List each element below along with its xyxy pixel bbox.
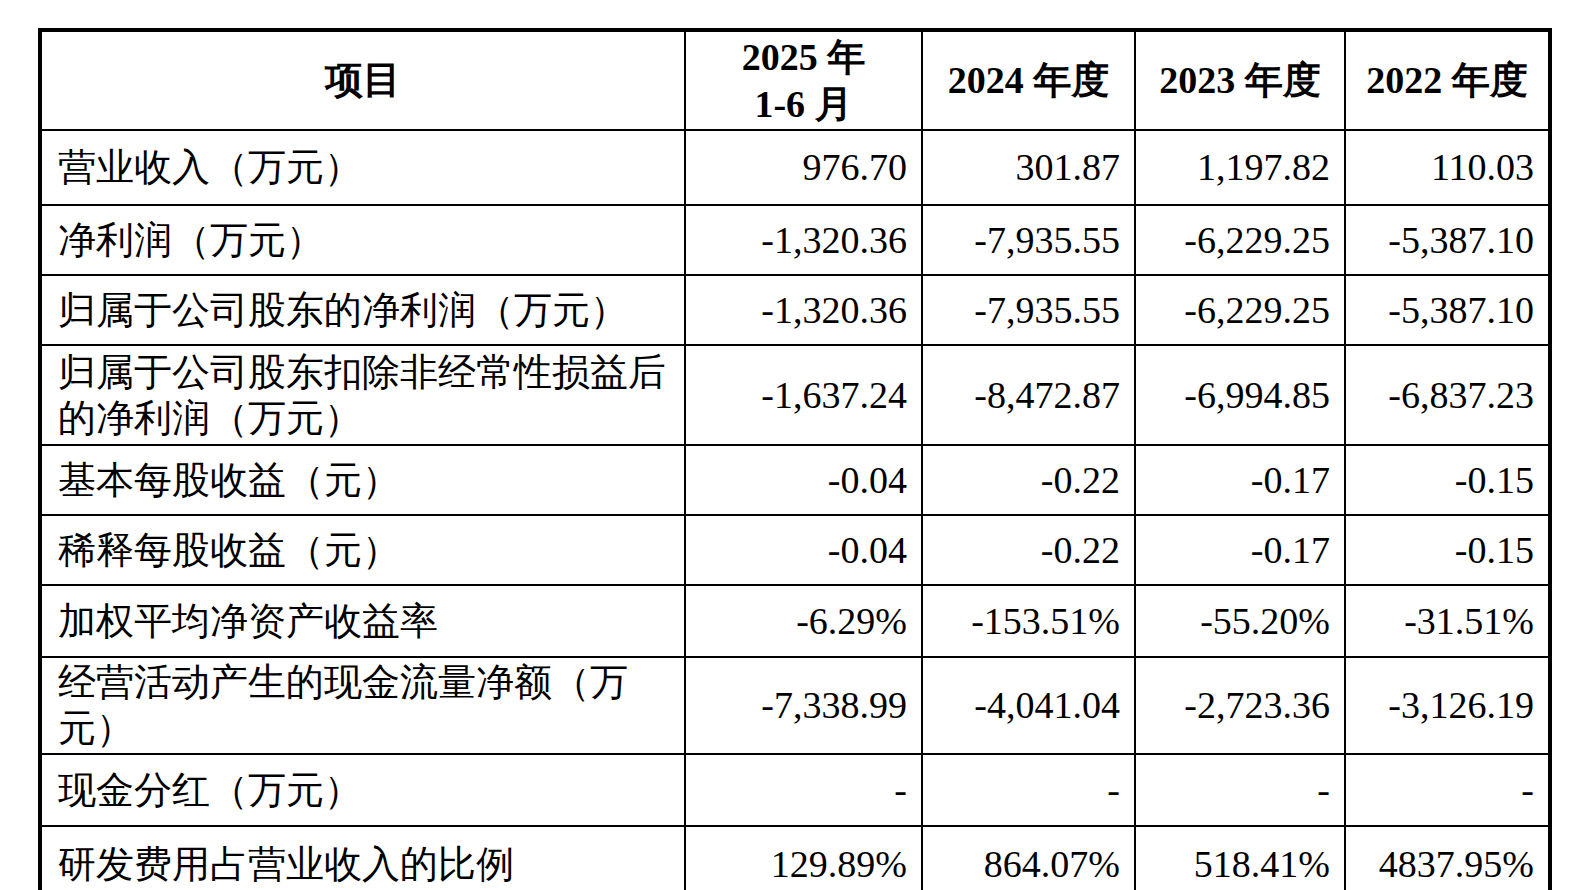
cell-value: -6,994.85 xyxy=(1135,345,1345,445)
row-label: 归属于公司股东扣除非经常性损益后的净利润（万元） xyxy=(40,345,685,445)
cell-value: -55.20% xyxy=(1135,585,1345,657)
column-header-2024: 2024 年度 xyxy=(922,30,1135,130)
cell-value: -7,935.55 xyxy=(922,205,1135,275)
header-row: 项目 2025 年 1-6 月 2024 年度 2023 年度 2022 年度 xyxy=(40,30,1550,130)
table-row-operating-cash-flow: 经营活动产生的现金流量净额（万元） -7,338.99 -4,041.04 -2… xyxy=(40,657,1550,754)
cell-value: 129.89% xyxy=(685,826,922,890)
table-row-weighted-average-roe: 加权平均净资产收益率 -6.29% -153.51% -55.20% -31.5… xyxy=(40,585,1550,657)
column-header-2025-line2: 1-6 月 xyxy=(690,81,917,127)
row-label: 稀释每股收益（元） xyxy=(40,515,685,585)
column-header-item: 项目 xyxy=(40,30,685,130)
column-header-2025-line1: 2025 年 xyxy=(690,34,917,80)
table-row-diluted-eps: 稀释每股收益（元） -0.04 -0.22 -0.17 -0.15 xyxy=(40,515,1550,585)
cell-value: 864.07% xyxy=(922,826,1135,890)
row-label: 现金分红（万元） xyxy=(40,754,685,826)
row-label: 净利润（万元） xyxy=(40,205,685,275)
cell-value: - xyxy=(1135,754,1345,826)
cell-value: 4837.95% xyxy=(1345,826,1550,890)
cell-value: -31.51% xyxy=(1345,585,1550,657)
row-label: 营业收入（万元） xyxy=(40,130,685,205)
cell-value: -6,229.25 xyxy=(1135,205,1345,275)
cell-value: -2,723.36 xyxy=(1135,657,1345,754)
table-row-cash-dividend: 现金分红（万元） - - - - xyxy=(40,754,1550,826)
cell-value: -7,338.99 xyxy=(685,657,922,754)
row-label: 基本每股收益（元） xyxy=(40,445,685,515)
cell-value: -0.04 xyxy=(685,445,922,515)
cell-value: -1,320.36 xyxy=(685,275,922,345)
row-label: 经营活动产生的现金流量净额（万元） xyxy=(40,657,685,754)
cell-value: 110.03 xyxy=(1345,130,1550,205)
cell-value: - xyxy=(685,754,922,826)
cell-value: -3,126.19 xyxy=(1345,657,1550,754)
cell-value: -8,472.87 xyxy=(922,345,1135,445)
cell-value: 518.41% xyxy=(1135,826,1345,890)
cell-value: -6,229.25 xyxy=(1135,275,1345,345)
cell-value: -0.15 xyxy=(1345,445,1550,515)
cell-value: - xyxy=(1345,754,1550,826)
cell-value: -6.29% xyxy=(685,585,922,657)
row-label: 研发费用占营业收入的比例 xyxy=(40,826,685,890)
cell-value: -0.04 xyxy=(685,515,922,585)
column-header-2022: 2022 年度 xyxy=(1345,30,1550,130)
financial-summary-table: 项目 2025 年 1-6 月 2024 年度 2023 年度 2022 年度 … xyxy=(38,28,1552,890)
cell-value: -0.17 xyxy=(1135,515,1345,585)
table-row-operating-revenue: 营业收入（万元） 976.70 301.87 1,197.82 110.03 xyxy=(40,130,1550,205)
column-header-2023: 2023 年度 xyxy=(1135,30,1345,130)
cell-value: -0.22 xyxy=(922,515,1135,585)
cell-value: -4,041.04 xyxy=(922,657,1135,754)
cell-value: -5,387.10 xyxy=(1345,205,1550,275)
table-row-basic-eps: 基本每股收益（元） -0.04 -0.22 -0.17 -0.15 xyxy=(40,445,1550,515)
cell-value: 1,197.82 xyxy=(1135,130,1345,205)
cell-value: -0.15 xyxy=(1345,515,1550,585)
cell-value: -5,387.10 xyxy=(1345,275,1550,345)
document-page: 项目 2025 年 1-6 月 2024 年度 2023 年度 2022 年度 … xyxy=(0,0,1586,890)
table-row-net-profit-attributable: 归属于公司股东的净利润（万元） -1,320.36 -7,935.55 -6,2… xyxy=(40,275,1550,345)
row-label: 归属于公司股东的净利润（万元） xyxy=(40,275,685,345)
cell-value: -7,935.55 xyxy=(922,275,1135,345)
table-row-net-profit: 净利润（万元） -1,320.36 -7,935.55 -6,229.25 -5… xyxy=(40,205,1550,275)
table-row-net-profit-deducting-nonrecurring: 归属于公司股东扣除非经常性损益后的净利润（万元） -1,637.24 -8,47… xyxy=(40,345,1550,445)
cell-value: 976.70 xyxy=(685,130,922,205)
cell-value: 301.87 xyxy=(922,130,1135,205)
cell-value: -1,637.24 xyxy=(685,345,922,445)
cell-value: -0.22 xyxy=(922,445,1135,515)
cell-value: - xyxy=(922,754,1135,826)
table-row-rd-expense-ratio: 研发费用占营业收入的比例 129.89% 864.07% 518.41% 483… xyxy=(40,826,1550,890)
cell-value: -153.51% xyxy=(922,585,1135,657)
cell-value: -6,837.23 xyxy=(1345,345,1550,445)
cell-value: -1,320.36 xyxy=(685,205,922,275)
row-label: 加权平均净资产收益率 xyxy=(40,585,685,657)
cell-value: -0.17 xyxy=(1135,445,1345,515)
column-header-2025-h1: 2025 年 1-6 月 xyxy=(685,30,922,130)
